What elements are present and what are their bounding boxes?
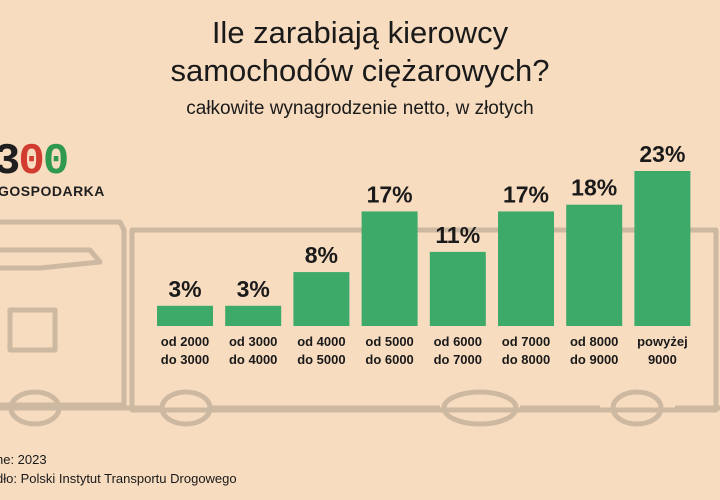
category-label: powyżej [637, 334, 688, 349]
logo-digit-0-green: 0 [42, 137, 69, 187]
bar-value-label: 17% [367, 181, 413, 207]
truck-wheel [8, 389, 62, 427]
category-label: do 8000 [502, 352, 550, 367]
truck-illustration [0, 219, 720, 427]
bar-5 [429, 251, 486, 326]
bar-7 [566, 204, 623, 326]
bar-4 [361, 211, 418, 326]
chart-subtitle: całkowite wynagrodzenie netto, w złotych [186, 98, 534, 119]
category-label: do 9000 [570, 352, 618, 367]
truck-window [0, 247, 103, 271]
truck-wheel [441, 389, 519, 427]
bar-value-label: 18% [571, 175, 617, 201]
logo-digit-0-red: 0 [18, 137, 44, 187]
bar-value-label: 8% [305, 242, 338, 268]
truck-trailer-body [129, 227, 719, 413]
bars-group: 3% od 2000 do 3000 3% od 3000 do 4000 8% od 400… [157, 141, 691, 367]
chart-title: Ile zarabiają kierowcy samochodów ciężar… [0, 14, 720, 90]
bar-8 [634, 171, 691, 326]
logo-digit-3: 3 [0, 137, 20, 187]
bar-1 [157, 305, 213, 326]
category-label: od 5000 [365, 334, 413, 349]
title-line-1: Ile zarabiają kierowcy [211, 15, 509, 50]
bar-2 [225, 305, 282, 326]
bar-value-label: 11% [435, 222, 480, 248]
truck-cab-door [7, 307, 58, 353]
category-label: od 2000 [161, 334, 209, 349]
category-label: od 7000 [502, 334, 550, 349]
bar-6 [498, 211, 554, 326]
bar-value-label: 23% [639, 141, 685, 167]
category-label: do 3000 [161, 352, 209, 367]
truck-cab [0, 219, 127, 408]
title-line-2: samochodów ciężarowych? [170, 53, 550, 88]
category-label: 9000 [648, 352, 677, 367]
category-label: do 5000 [297, 352, 345, 367]
category-label: od 3000 [229, 334, 277, 349]
bar-value-label: 17% [503, 181, 549, 207]
footer-source: dło: Polski Instytut Transportu Drogoweg… [0, 471, 237, 486]
truck-wheel [159, 389, 213, 427]
logo-gospodarka: GOSPODARKA [0, 183, 105, 199]
category-label: od 6000 [434, 334, 482, 349]
bar-3 [293, 272, 350, 326]
category-label: do 7000 [434, 352, 482, 367]
truck-wheel [610, 389, 664, 427]
category-label: od 4000 [297, 334, 345, 349]
category-label: do 6000 [365, 352, 413, 367]
category-label: od 8000 [570, 334, 618, 349]
logo-300: 300 [0, 137, 69, 187]
footer-date: ne: 2023 [0, 452, 47, 467]
bar-value-label: 3% [168, 276, 201, 302]
bar-value-label: 3% [237, 276, 270, 302]
category-label: do 4000 [229, 352, 277, 367]
